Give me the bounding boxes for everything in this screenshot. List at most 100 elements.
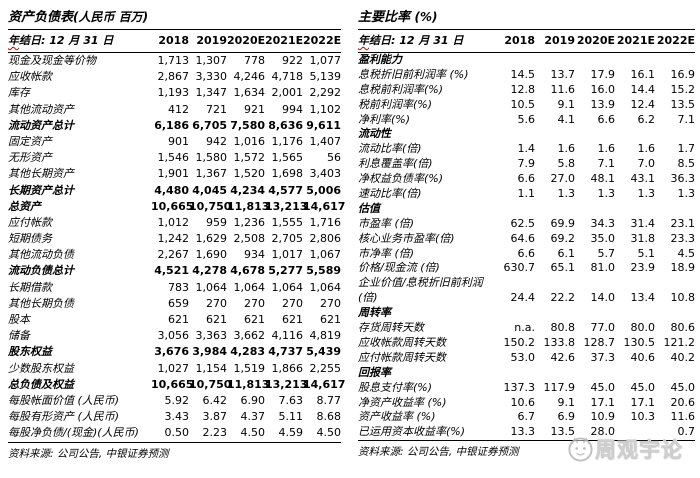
row-label: 应收帐款 — [8, 70, 52, 84]
row-value: 10.6 — [510, 395, 536, 409]
section-header-row: 盈利能力 — [358, 53, 695, 68]
row-value: 22.2 — [550, 291, 576, 305]
row-label: 股本 — [8, 313, 30, 326]
row-value: 6.42 — [202, 393, 228, 407]
key-ratios-title: 主要比率 (%) — [358, 5, 695, 29]
table-row: 其他流动负债 2,267 1,690 934 1,017 1,067 — [8, 247, 341, 263]
row-value: 270 — [282, 296, 303, 310]
row-value: 17.9 — [590, 67, 616, 81]
row-value: 4,521 — [154, 264, 189, 278]
row-value: 16.9 — [670, 67, 696, 81]
row-value: 5.8 — [557, 157, 576, 171]
row-value: 630.7 — [503, 261, 536, 275]
row-value: 1,027 — [157, 361, 190, 375]
row-label: 总资产 — [8, 199, 41, 213]
year-header: 2022E — [656, 34, 695, 47]
year-header: 2021E — [265, 34, 304, 47]
table-row: 速动比率(倍) 1.1 1.3 1.3 1.3 1.3 — [358, 187, 695, 202]
row-label: 流动负债总计 — [8, 264, 74, 278]
row-value: 10.8 — [670, 291, 696, 305]
row-value: 1,546 — [157, 151, 190, 165]
row-value: 4.50 — [316, 426, 342, 440]
row-label: 已运用资本收益率(%) — [358, 425, 466, 439]
row-value: 4.50 — [240, 426, 266, 440]
row-value: 12.8 — [510, 82, 536, 96]
row-value: 15.2 — [670, 82, 696, 96]
row-label: 市净率 (倍) — [358, 246, 415, 260]
table-row: 每股净负债/(现金)(人民币) 0.50 2.23 4.50 4.59 4.50 — [8, 425, 341, 441]
balance-sheet-header-row: 年结日: 12 月 31 日 2018 2019 2020E 2021E 202… — [8, 30, 341, 52]
section-header-row: 周转率 — [358, 306, 695, 321]
row-value: 133.8 — [543, 335, 576, 349]
year-header: 2020E — [227, 34, 266, 47]
row-value: 80.6 — [670, 321, 696, 335]
row-value: 48.1 — [590, 172, 616, 186]
table-row: 应收帐款周转天数 150.2 133.8 128.7 130.5 121.2 — [358, 336, 695, 351]
row-value: 45.0 — [670, 380, 696, 394]
row-value: 4.37 — [240, 410, 266, 424]
table-row: 资产收益率 (%) 6.7 6.9 10.9 10.3 11.6 — [358, 410, 695, 425]
row-label: 每股净负债/(现金)(人民币) — [8, 426, 139, 440]
row-label: 库存 — [8, 86, 30, 100]
row-value: 1,193 — [157, 86, 190, 100]
spellcheck-mark: 年 — [8, 34, 19, 47]
row-value: 8.68 — [316, 410, 342, 424]
table-row: 股息支付率(%) 137.3 117.9 45.0 45.0 45.0 — [358, 381, 695, 396]
title-text: 主要比率 — [358, 10, 411, 25]
row-value: 13.9 — [590, 97, 616, 111]
row-value: 994 — [282, 102, 303, 116]
row-value: 6.6 — [597, 112, 616, 126]
row-label: 股东权益 — [8, 345, 52, 359]
row-label: 其他流动负债 — [8, 248, 74, 262]
table-row: 核心业务市盈率(倍) 64.6 69.2 35.0 31.8 23.3 — [358, 232, 695, 247]
divider — [358, 52, 695, 53]
row-value: 45.0 — [630, 380, 656, 394]
row-value: 5.11 — [278, 410, 304, 424]
row-value: 2.23 — [202, 426, 228, 440]
row-value: 28.0 — [590, 425, 616, 439]
row-value: 11,813 — [227, 377, 270, 391]
year-header: 2021E — [616, 34, 655, 47]
row-value: 10,750 — [189, 199, 232, 213]
row-value: 10.9 — [590, 410, 616, 424]
row-label: 盈利能力 — [358, 53, 402, 66]
row-value: 2,267 — [157, 248, 190, 262]
row-value: 13.3 — [510, 425, 536, 439]
row-value: 778 — [244, 54, 265, 67]
row-value: 1,064 — [309, 280, 342, 294]
row-value: 35.0 — [590, 231, 616, 245]
row-value: 130.5 — [623, 335, 656, 349]
row-value: 1.3 — [677, 187, 696, 201]
row-value: 3,403 — [309, 167, 342, 181]
row-value: 1,242 — [157, 232, 190, 246]
table-row: 市盈率 (倍) 62.5 69.9 34.3 31.4 23.1 — [358, 217, 695, 232]
table-row: 应付帐款周转天数 53.0 42.6 37.3 40.6 40.2 — [358, 351, 695, 366]
row-value: 18.9 — [670, 261, 696, 275]
table-row: 其他流动资产 412 721 921 994 1,102 — [8, 102, 341, 118]
row-value: 4,246 — [233, 70, 266, 84]
row-value: 4,283 — [230, 345, 265, 359]
row-value: 0.50 — [164, 426, 190, 440]
row-value: 9,611 — [306, 118, 341, 132]
row-value: 4,480 — [154, 183, 189, 197]
row-value: 11.6 — [670, 410, 696, 424]
table-row: 流动比率(倍) 1.4 1.6 1.6 1.6 1.7 — [358, 142, 695, 157]
report-page: 资产负债表(人民币 百万) 年结日: 12 月 31 日 2018 2019 2… — [8, 5, 696, 460]
row-value: 1,064 — [233, 280, 266, 294]
divider — [8, 52, 341, 53]
row-value: 6.9 — [557, 410, 576, 424]
table-row: 存货周转天数 n.a. 80.8 77.0 80.0 80.6 — [358, 321, 695, 336]
title-note: (%) — [414, 10, 438, 24]
row-value: 3,330 — [195, 70, 228, 84]
row-value: 901 — [168, 134, 189, 148]
row-label: 现金及现金等价物 — [8, 54, 96, 67]
row-value: 8,636 — [268, 118, 303, 132]
row-value: 17.1 — [590, 395, 616, 409]
row-value: 2,705 — [271, 232, 304, 246]
row-value: 1,519 — [233, 361, 266, 375]
row-value: 62.5 — [510, 216, 536, 230]
table-row: 流动资产总计 6,186 6,705 7,580 8,636 9,611 — [8, 118, 341, 134]
row-value: 1,555 — [271, 215, 304, 229]
row-value: 270 — [320, 296, 341, 310]
row-value: 1,347 — [195, 86, 228, 100]
